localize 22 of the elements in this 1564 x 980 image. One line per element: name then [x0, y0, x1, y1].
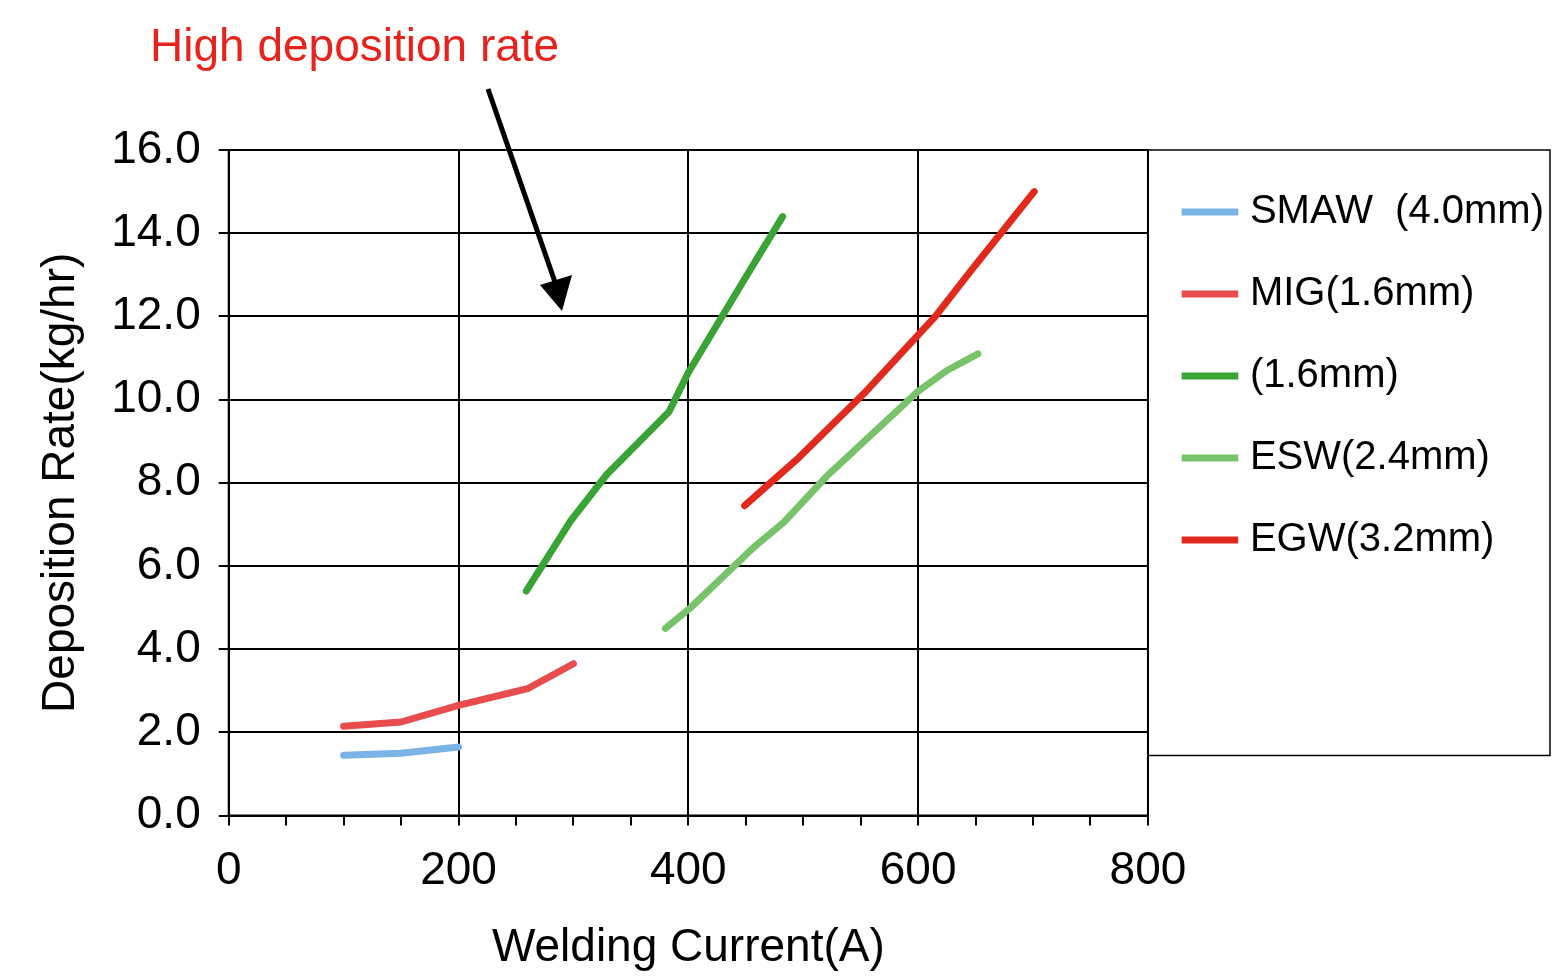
y-tick-label: 2.0 — [136, 703, 201, 756]
y-tick-label: 10.0 — [111, 370, 201, 423]
y-tick-label: 0.0 — [136, 786, 201, 839]
legend-label: (1.6mm) — [1249, 351, 1399, 396]
y-tick-label: 4.0 — [136, 619, 201, 672]
x-tick-label: 400 — [649, 841, 727, 894]
x-tick-label: 600 — [879, 841, 957, 894]
x-tick-label: 800 — [1109, 841, 1187, 894]
y-tick-label: 16.0 — [111, 120, 201, 173]
x-tick-label: 200 — [420, 841, 497, 894]
x-tick-label: 0 — [215, 841, 242, 894]
y-axis-title: Deposition Rate(kg/hr) — [32, 252, 85, 713]
y-tick-label: 8.0 — [136, 453, 201, 506]
legend-label: EGW(3.2mm) — [1249, 515, 1495, 560]
legend-label: ESW(2.4mm) — [1249, 433, 1490, 478]
y-tick-label: 14.0 — [111, 203, 201, 256]
y-tick-label: 12.0 — [111, 287, 201, 340]
text: High deposition rate — [150, 18, 560, 72]
legend-label: SMAW (4.0mm) — [1249, 187, 1544, 232]
legend-label: MIG(1.6mm) — [1249, 269, 1475, 314]
y-tick-label: 6.0 — [136, 536, 201, 589]
x-axis-title: Welding Current(A) — [491, 919, 885, 972]
